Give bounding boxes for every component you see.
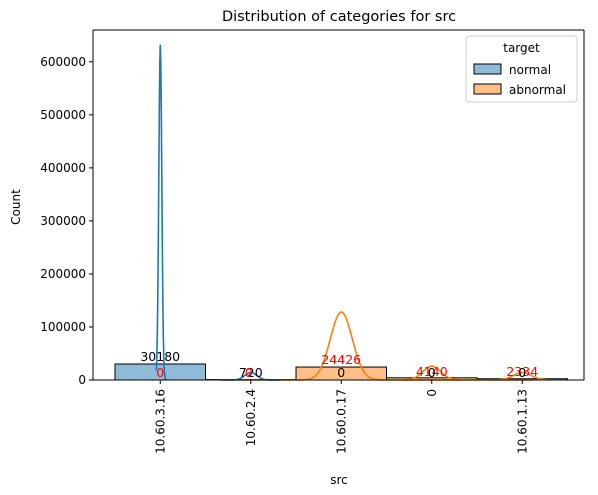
legend-swatch-abnormal — [473, 83, 502, 95]
y-tick-label: 0 — [78, 373, 86, 387]
data-label: 0 — [245, 365, 253, 380]
x-tick-label: 10.60.1.13 — [515, 389, 529, 454]
data-label: 720 — [239, 365, 263, 380]
legend-label-normal: normal — [509, 63, 551, 77]
chart-title: Distribution of categories for src — [222, 9, 456, 25]
legend: target normal abnormal — [465, 35, 578, 103]
data-label: 0 — [337, 365, 345, 380]
y-axis-label: Count — [9, 189, 23, 225]
y-tick-label: 400000 — [40, 161, 86, 175]
data-label: 24426 — [321, 352, 361, 367]
x-tick-label: 0 — [425, 389, 439, 397]
x-axis-label: src — [330, 473, 348, 487]
kde-bump-abnormal-2 — [494, 371, 551, 381]
data-label: 4140 — [416, 364, 448, 379]
y-tick-label: 100000 — [40, 320, 86, 334]
legend-title: target — [503, 41, 540, 55]
data-label: 30180 — [140, 349, 180, 364]
kde-curve-normal — [155, 44, 167, 381]
x-tick-label: 10.60.0.17 — [334, 389, 348, 454]
x-tick-label: 10.60.2.4 — [244, 389, 258, 446]
data-label: 0 — [428, 365, 436, 380]
data-label: 0 — [518, 365, 526, 380]
x-tick-label: 10.60.3.16 — [153, 389, 167, 454]
kde-bump-abnormal-1 — [403, 365, 460, 381]
plot-area: 0 100000 200000 300000 400000 500000 600000 10.… — [40, 29, 585, 454]
y-tick-label: 200000 — [40, 267, 86, 281]
y-tick-label: 500000 — [40, 108, 86, 122]
legend-label-abnormal: abnormal — [509, 83, 566, 97]
y-tick-label: 600000 — [40, 55, 86, 69]
legend-swatch-normal — [473, 63, 502, 75]
data-label: 0 — [156, 365, 164, 380]
y-tick-label: 300000 — [40, 214, 86, 228]
data-label: 2334 — [506, 364, 538, 379]
